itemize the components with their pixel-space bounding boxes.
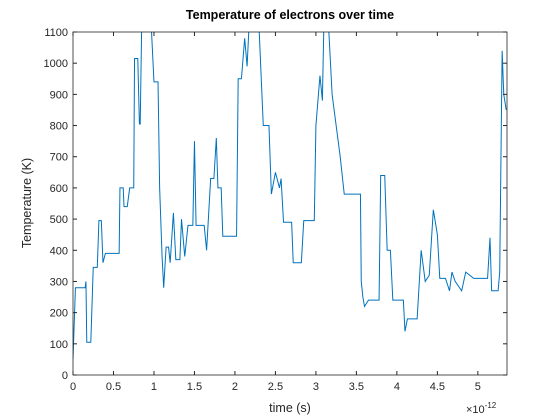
x-tick-label: 0 <box>70 381 76 393</box>
y-tick-label: 1100 <box>44 27 68 39</box>
y-tick-label: 400 <box>50 245 68 257</box>
x-tick-label: 1.5 <box>187 381 202 393</box>
y-tick-label: 200 <box>50 308 68 320</box>
x-tick-label: 4.5 <box>430 381 445 393</box>
y-tick-label: 100 <box>50 339 68 351</box>
x-tick-label: 2.5 <box>268 381 283 393</box>
x-tick-label: 5 <box>475 381 481 393</box>
chart-title: Temperature of electrons over time <box>186 8 394 22</box>
y-tick-label: 800 <box>50 121 68 133</box>
x-tick-label: 3.5 <box>349 381 364 393</box>
x-multiplier: ×10-12 <box>466 401 497 416</box>
y-tick-label: 0 <box>62 370 68 382</box>
y-tick-label: 700 <box>50 152 68 164</box>
x-tick-label: 4 <box>394 381 400 393</box>
y-tick-label: 600 <box>50 183 68 195</box>
plot-area <box>73 32 507 375</box>
y-axis-label: Temperature (K) <box>20 158 34 248</box>
y-tick-label: 900 <box>50 89 68 101</box>
x-axis-label: time (s) <box>269 401 311 415</box>
y-tick-label: 500 <box>50 214 68 226</box>
x-tick-label: 3 <box>313 381 319 393</box>
y-tick-label: 300 <box>50 276 68 288</box>
axes-box <box>72 31 508 376</box>
x-tick-label: 2 <box>232 381 238 393</box>
x-multiplier-base: ×10 <box>466 404 485 416</box>
y-tick-label: 1000 <box>44 58 68 70</box>
x-multiplier-exponent: -12 <box>485 401 497 410</box>
data-line <box>73 32 507 360</box>
x-tick-label: 0.5 <box>106 381 121 393</box>
x-tick-label: 1 <box>151 381 157 393</box>
